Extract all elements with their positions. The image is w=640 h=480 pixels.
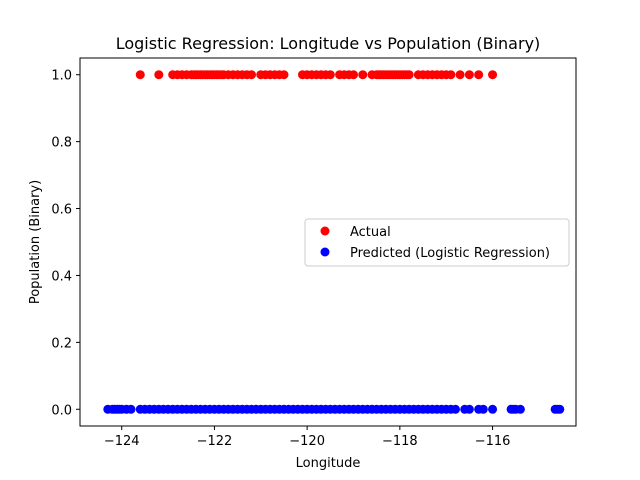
y-tick-label: 0.8 [51, 136, 72, 151]
data-point-predicted [555, 404, 565, 414]
data-point-actual [154, 70, 164, 80]
plot-frame [79, 57, 577, 427]
legend-label-predicted: Predicted (Logistic Regression) [350, 246, 550, 261]
y-tick-label: 0.4 [51, 269, 72, 284]
data-point-predicted [515, 404, 525, 414]
data-point-actual [446, 70, 456, 80]
data-point-actual [464, 70, 474, 80]
data-point-actual [325, 70, 335, 80]
data-point-actual [349, 70, 358, 80]
plot-points [103, 70, 565, 414]
data-point-predicted [488, 404, 498, 414]
x-tick-label: −122 [197, 434, 233, 449]
x-tick-label: −124 [104, 434, 140, 449]
x-tick-label: −118 [382, 434, 418, 449]
data-point-predicted [464, 404, 474, 414]
x-axis: −124 −122 −120 −118 −116 [104, 426, 511, 449]
x-tick-label: −120 [289, 434, 325, 449]
x-tick-label: −116 [475, 434, 511, 449]
y-axis-label: Population (Binary) [28, 180, 43, 304]
data-point-predicted [126, 404, 136, 414]
x-axis-label: Longitude [296, 456, 361, 471]
y-axis: 0.0 0.2 0.4 0.6 0.8 1.0 [51, 69, 80, 418]
data-point-predicted [478, 404, 488, 414]
data-point-actual [358, 70, 368, 80]
data-point-actual [279, 70, 289, 80]
legend-marker-predicted [320, 247, 330, 257]
chart-title: Logistic Regression: Longitude vs Popula… [116, 34, 541, 53]
y-tick-label: 0.0 [51, 403, 72, 418]
legend-marker-actual [320, 226, 330, 236]
data-point-predicted [450, 404, 460, 414]
y-tick-label: 1.0 [51, 69, 72, 84]
data-point-actual [474, 70, 484, 80]
data-point-actual [488, 70, 498, 80]
legend-box [304, 218, 570, 267]
y-tick-label: 0.2 [51, 336, 72, 351]
legend: Actual Predicted (Logistic Regression) [304, 218, 570, 267]
data-point-actual [247, 70, 257, 80]
y-tick-label: 0.6 [51, 203, 72, 218]
legend-label-actual: Actual [350, 225, 391, 240]
data-point-actual [135, 70, 145, 80]
data-point-actual [455, 70, 465, 80]
data-point-actual [404, 70, 414, 80]
